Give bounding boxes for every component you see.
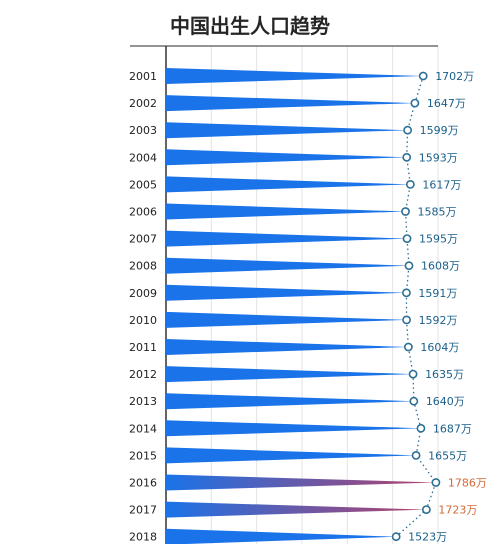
bars xyxy=(166,68,436,544)
data-point-2006 xyxy=(401,207,410,216)
value-label-2013: 1640万 xyxy=(426,395,465,408)
category-label-2002: 2002 xyxy=(129,97,157,110)
category-label-2006: 2006 xyxy=(129,206,157,219)
value-label-2002: 1647万 xyxy=(427,97,466,110)
bar-2010 xyxy=(166,311,407,328)
bar-2018 xyxy=(166,528,397,544)
bar-2014 xyxy=(166,420,421,437)
bar-2013 xyxy=(166,393,414,410)
bar-2006 xyxy=(166,203,406,220)
data-point-2014 xyxy=(416,423,426,433)
data-point-2009 xyxy=(402,288,411,298)
data-point-2001 xyxy=(418,71,428,81)
bar-2003 xyxy=(166,122,408,139)
category-label-2005: 2005 xyxy=(129,178,157,191)
value-label-2016: 1786万 xyxy=(448,477,487,490)
value-label-2003: 1599万 xyxy=(420,124,459,137)
category-label-2018: 2018 xyxy=(129,531,157,544)
data-point-2004 xyxy=(402,152,412,162)
trend-line xyxy=(395,75,437,538)
value-label-2017: 1723万 xyxy=(438,504,477,517)
chart-title: 中国出生人口趋势 xyxy=(170,14,330,38)
data-point-2008 xyxy=(404,261,414,271)
category-label-2011: 2011 xyxy=(129,341,157,354)
data-point-2007 xyxy=(402,234,412,243)
bar-2016 xyxy=(166,474,436,491)
data-point-2017 xyxy=(421,505,431,514)
value-label-2012: 1635万 xyxy=(425,368,464,381)
category-label-2015: 2015 xyxy=(129,449,157,462)
bar-2004 xyxy=(166,149,407,166)
data-point-2015 xyxy=(411,450,421,460)
value-label-2015: 1655万 xyxy=(428,449,467,462)
data-point-2016 xyxy=(431,478,441,487)
data-point-2011 xyxy=(403,342,413,352)
bar-2009 xyxy=(166,284,407,301)
category-label-2001: 2001 xyxy=(129,70,157,83)
value-label-2004: 1593万 xyxy=(419,151,458,164)
category-label-2007: 2007 xyxy=(129,233,157,246)
category-label-2004: 2004 xyxy=(129,151,157,164)
data-point-2013 xyxy=(409,396,419,406)
value-label-2009: 1591万 xyxy=(418,287,457,300)
category-label-2012: 2012 xyxy=(129,368,157,381)
bar-2011 xyxy=(166,339,409,355)
category-labels: 2001 2002 2003 2004 2005 2006 2007 2008 2009 2010… xyxy=(129,70,157,544)
category-label-2003: 2003 xyxy=(129,124,157,137)
data-points xyxy=(391,71,441,542)
value-labels: 1702万 1647万 1599万 1593万 1617万 1585万 1595万 1608万… xyxy=(408,70,487,544)
value-label-2001: 1702万 xyxy=(435,70,474,83)
category-label-2014: 2014 xyxy=(129,422,157,435)
value-label-2010: 1592万 xyxy=(419,314,458,327)
category-label-2010: 2010 xyxy=(129,314,157,327)
data-point-2018 xyxy=(391,532,401,542)
bar-2001 xyxy=(166,68,424,84)
value-label-2014: 1687万 xyxy=(433,422,472,435)
data-point-2003 xyxy=(403,125,413,135)
trend-polyline xyxy=(395,75,437,538)
category-label-2017: 2017 xyxy=(129,504,157,517)
value-label-2005: 1617万 xyxy=(422,178,461,191)
category-label-2009: 2009 xyxy=(129,287,157,300)
category-label-2016: 2016 xyxy=(129,477,157,490)
bar-2005 xyxy=(166,176,411,193)
data-point-2002 xyxy=(410,98,420,108)
value-label-2006: 1585万 xyxy=(418,206,457,219)
data-point-2005 xyxy=(405,179,415,189)
bar-2015 xyxy=(166,447,417,464)
data-point-2010 xyxy=(402,315,411,325)
bar-2002 xyxy=(166,95,415,112)
bar-2012 xyxy=(166,366,414,383)
data-point-2012 xyxy=(408,369,418,379)
bar-2007 xyxy=(166,230,408,247)
bar-2008 xyxy=(166,257,409,274)
bar-2017 xyxy=(166,501,427,518)
value-label-2011: 1604万 xyxy=(420,341,459,354)
value-label-2007: 1595万 xyxy=(419,233,458,246)
category-label-2013: 2013 xyxy=(129,395,157,408)
value-label-2008: 1608万 xyxy=(421,260,460,273)
category-label-2008: 2008 xyxy=(129,260,157,273)
value-label-2018: 1523万 xyxy=(408,531,447,544)
